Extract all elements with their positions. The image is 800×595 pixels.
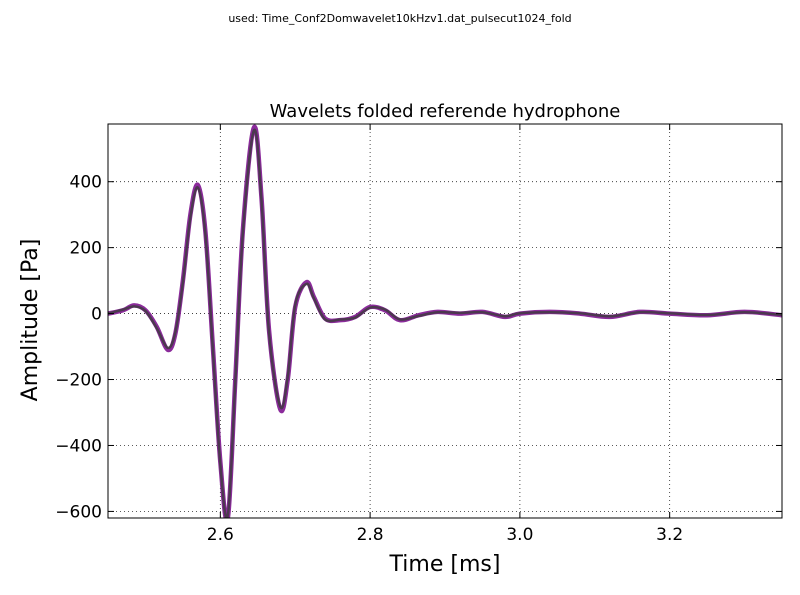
x-tick-label: 3.2 <box>656 525 683 545</box>
chart-title: Wavelets folded referende hydrophone <box>270 101 621 122</box>
y-axis-label: Amplitude [Pa] <box>18 239 43 402</box>
y-tick-label: −200 <box>55 371 102 391</box>
figure-suptitle: used: Time_Conf2Domwavelet10kHzv1.dat_pu… <box>228 12 571 25</box>
plot-frame <box>107 123 783 519</box>
y-tick-label: −400 <box>55 436 102 456</box>
series-group <box>108 124 782 518</box>
y-tick-label: 0 <box>91 305 102 325</box>
x-tick-label: 2.6 <box>207 525 234 545</box>
x-axis-label: Time [ms] <box>389 552 501 577</box>
y-tick-label: −600 <box>55 502 102 522</box>
y-tick-label: 400 <box>70 173 102 193</box>
x-tick-label: 2.8 <box>357 525 384 545</box>
y-axis-ticks: −600 −400 −200 0 200 400 <box>55 173 782 522</box>
x-axis-ticks: 2.6 2.8 3.0 3.2 <box>207 124 683 545</box>
x-tick-label: 3.0 <box>506 525 533 545</box>
series-line-2 <box>108 128 782 518</box>
y-tick-label: 200 <box>70 239 102 259</box>
